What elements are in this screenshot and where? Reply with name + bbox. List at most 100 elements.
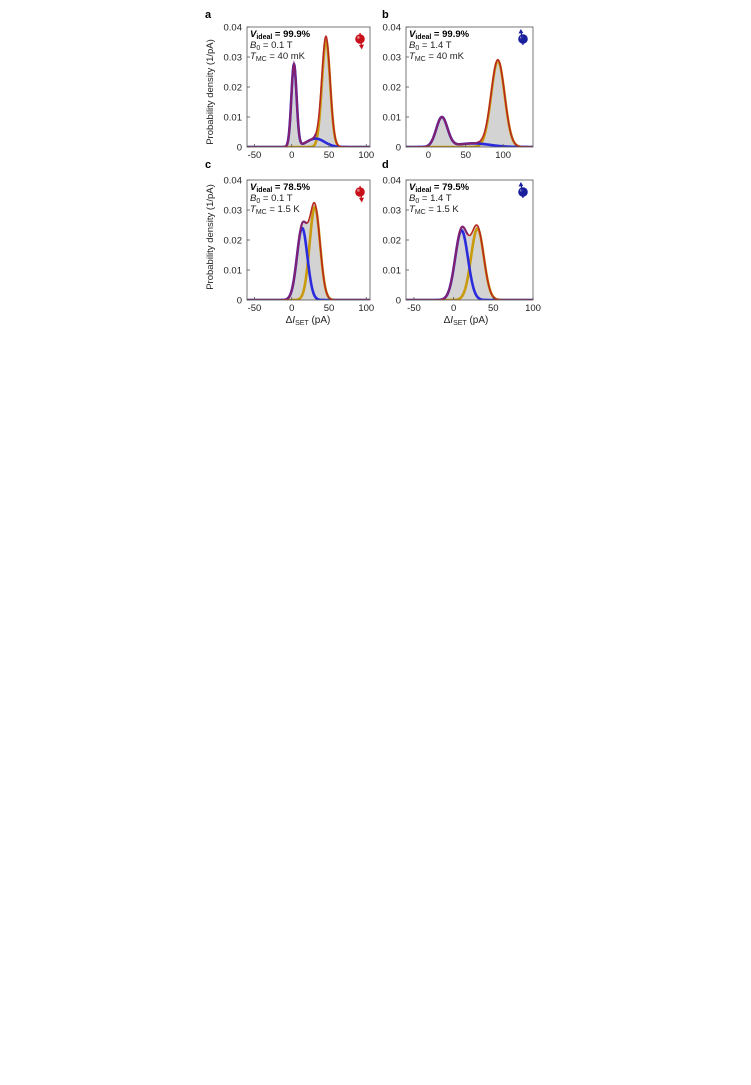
spin-highlight — [357, 36, 360, 39]
temperature-sub: MC — [415, 209, 426, 216]
density-fill-area — [247, 36, 370, 147]
field-value: = 1.4 T — [419, 193, 452, 204]
plot-area — [406, 224, 533, 300]
temperature-var: T — [250, 51, 257, 62]
x-tick-label: -50 — [407, 303, 421, 314]
visibility-sub: ideal — [256, 34, 272, 41]
y-tick-label: 0.03 — [383, 206, 402, 217]
visibility-value: = 99.9% — [272, 29, 310, 40]
x-tick-label: 100 — [358, 303, 374, 314]
y-tick-label: 0.01 — [383, 266, 402, 277]
field-sub: 0 — [256, 45, 260, 52]
y-tick-label: 0 — [237, 296, 242, 307]
spin-down-icon — [355, 32, 365, 50]
y-tick-label: 0.01 — [224, 266, 243, 277]
x-tick-label: 100 — [525, 303, 541, 314]
gold-component-line — [406, 59, 533, 147]
blue-component-line — [406, 229, 533, 300]
visibility-sub: ideal — [415, 34, 431, 41]
field-sub: 0 — [256, 198, 260, 205]
temperature-value: = 40 mK — [426, 51, 465, 62]
panel-letter: c — [205, 159, 211, 171]
visibility-var: V — [250, 182, 257, 193]
x-tick-label: -50 — [248, 150, 262, 161]
temperature-label: TMC = 40 mK — [250, 51, 306, 63]
spin-arrow-shaft — [359, 185, 363, 201]
panel-a: a -50 0 50 100 0 0.01 0.02 0.03 0.04 Videal = 99.9… — [205, 9, 374, 161]
field-sub: 0 — [415, 45, 419, 52]
y-tick-label: 0.01 — [383, 113, 402, 124]
y-tick-label: 0.02 — [383, 83, 402, 94]
field-label: B0 = 0.1 T — [250, 193, 293, 205]
plot-area — [247, 35, 370, 147]
visibility-label: Videal = 78.5% — [250, 182, 311, 194]
x-tick-label: 0 — [289, 150, 294, 161]
visibility-var: V — [409, 29, 416, 40]
x-tick-label: -50 — [248, 303, 262, 314]
y-tick-label: 0.04 — [224, 23, 243, 34]
x-tick-label: 0 — [451, 303, 456, 314]
x-tick-label: 0 — [426, 150, 431, 161]
spin-arrow-head — [359, 197, 364, 203]
y-tick-label: 0.02 — [224, 83, 243, 94]
temperature-label: TMC = 1.5 K — [250, 204, 300, 216]
y-axis-label-top: Probability density (1/pA) — [205, 39, 216, 145]
spin-arrow-head — [518, 182, 524, 187]
visibility-value: = 78.5% — [272, 182, 310, 193]
temperature-sub: MC — [256, 56, 267, 63]
temperature-var: T — [409, 51, 416, 62]
x-tick-label: 0 — [289, 303, 294, 314]
total-density-line — [406, 58, 533, 147]
spin-ball — [518, 187, 528, 197]
spin-up-icon — [518, 29, 528, 46]
density-fill-area — [406, 59, 533, 147]
overlap-line — [286, 220, 307, 300]
y-tick-label: 0.04 — [383, 176, 402, 187]
temperature-value: = 1.5 K — [267, 204, 301, 215]
field-var: B — [409, 40, 416, 51]
visibility-label: Videal = 99.9% — [250, 29, 311, 41]
temperature-var: T — [409, 204, 416, 215]
x-tick-label: 50 — [324, 150, 335, 161]
field-value: = 0.1 T — [260, 193, 293, 204]
x-tick-label: 50 — [488, 303, 499, 314]
y-tick-label: 0 — [396, 143, 401, 154]
overlap-line — [427, 115, 480, 147]
temperature-value: = 1.5 K — [426, 204, 460, 215]
plot-area — [247, 201, 370, 300]
total-density-line — [247, 201, 370, 300]
visibility-label: Videal = 79.5% — [409, 182, 470, 194]
visibility-value: = 79.5% — [431, 182, 469, 193]
spin-arrow-shaft — [359, 32, 363, 48]
field-label: B0 = 1.4 T — [409, 193, 452, 205]
x-tick-label: 50 — [324, 303, 335, 314]
spin-arrow-shaft — [520, 30, 524, 46]
y-axis-label-bottom: Probability density (1/pA) — [205, 184, 216, 290]
spin-arrow-shaft — [520, 183, 524, 199]
y-tick-label: 0.04 — [224, 176, 243, 187]
overlap-line — [442, 225, 469, 300]
y-tick-label: 0.01 — [224, 113, 243, 124]
x-tick-label: 100 — [495, 150, 511, 161]
panel-c: c -50 0 50 100 0 0.01 0.02 0.03 0.04 Videal = 78.5… — [205, 159, 374, 314]
field-label: B0 = 0.1 T — [250, 40, 293, 52]
field-sub: 0 — [415, 198, 419, 205]
visibility-sub: ideal — [415, 187, 431, 194]
x-axis-label-right: ΔISET (pA) — [444, 315, 489, 327]
temperature-sub: MC — [415, 56, 426, 63]
panels: a -50 0 50 100 0 0.01 0.02 0.03 0.04 Videal = 99.9… — [205, 9, 541, 314]
panel-d: d -50 0 50 100 0 0.01 0.02 0.03 0.04 Videal = 79.5… — [382, 159, 541, 314]
x-tick-label: 50 — [460, 150, 471, 161]
y-tick-label: 0.02 — [224, 236, 243, 247]
overlap-line — [285, 60, 317, 146]
y-tick-label: 0.04 — [383, 23, 402, 34]
blue-component-line — [247, 62, 370, 147]
temperature-value: = 40 mK — [267, 51, 306, 62]
blue-component-line — [247, 226, 370, 300]
y-tick-label: 0 — [237, 143, 242, 154]
visibility-var: V — [409, 182, 416, 193]
total-density-line — [247, 35, 370, 147]
field-value: = 1.4 T — [419, 40, 452, 51]
